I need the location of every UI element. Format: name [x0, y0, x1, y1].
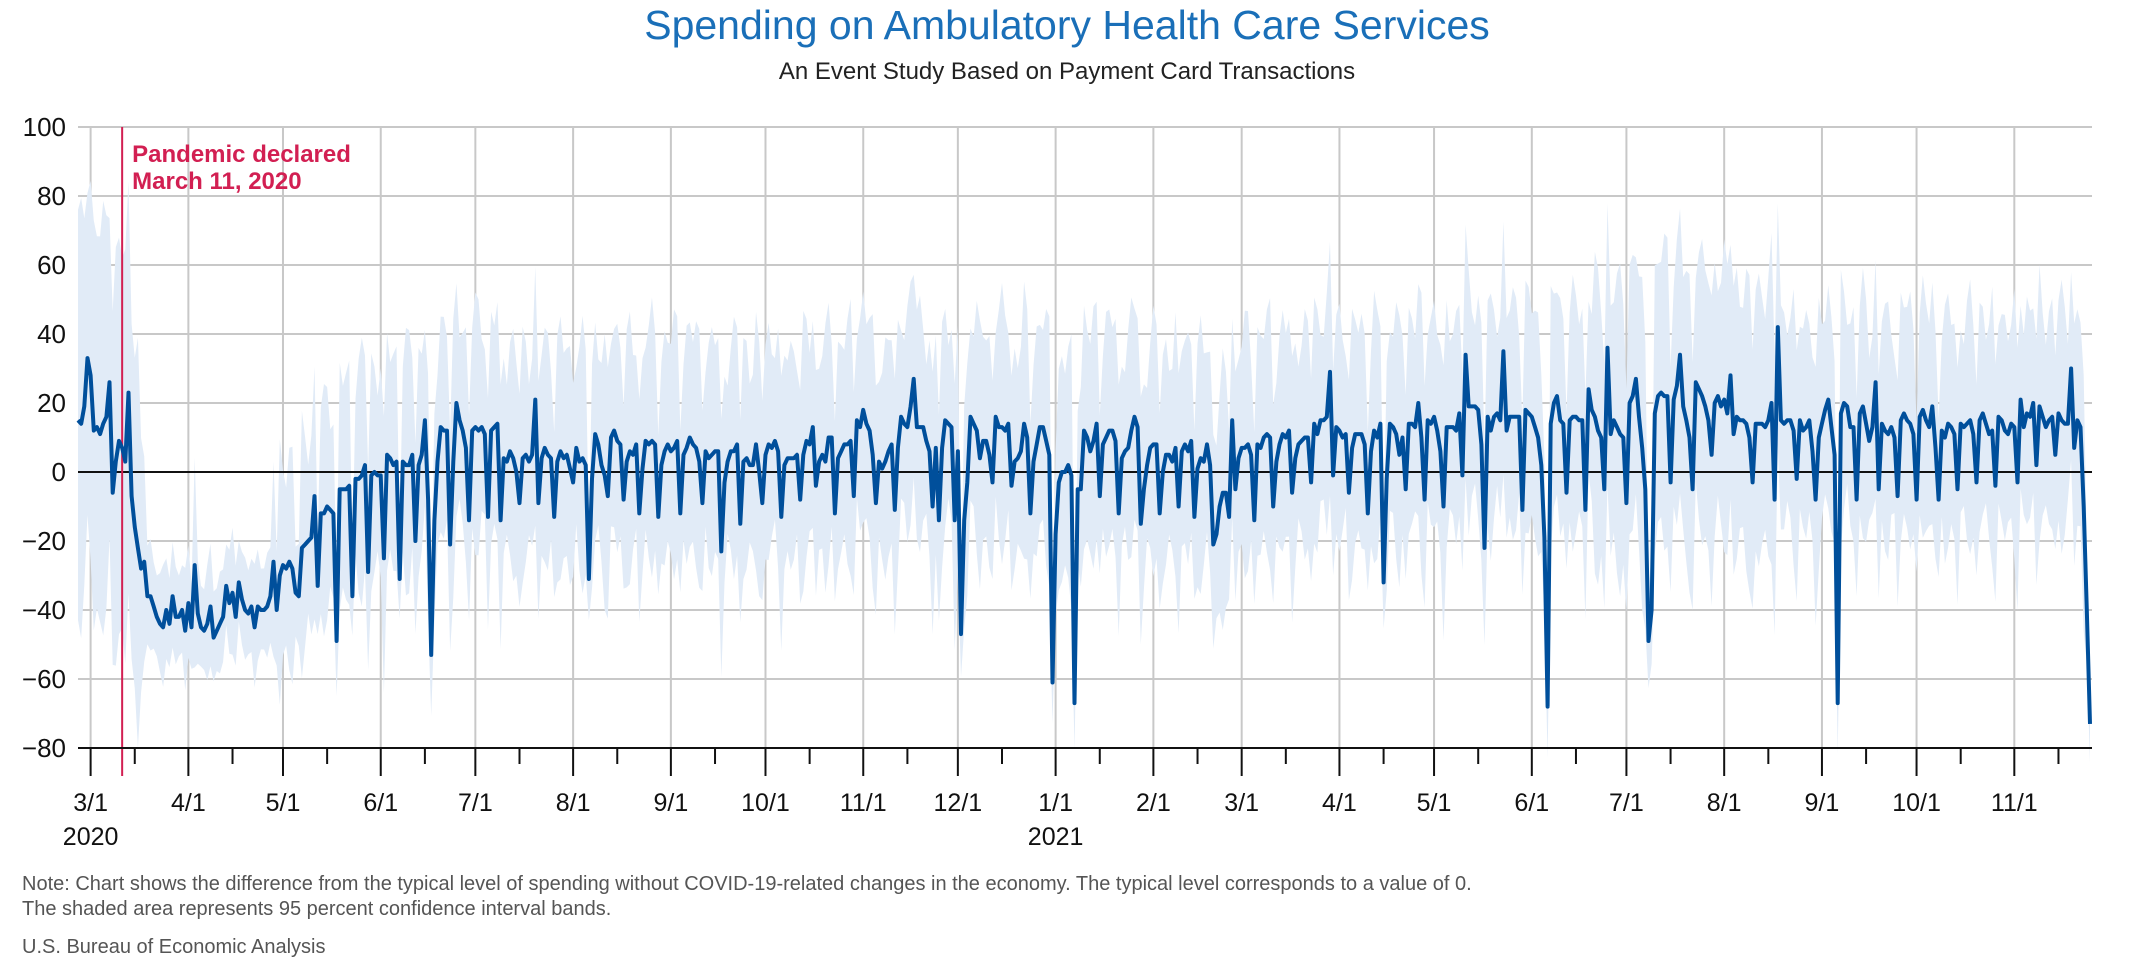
x-tick-label: 11/1 [840, 789, 887, 817]
y-tick-label: 60 [37, 250, 66, 280]
x-axis [78, 747, 2092, 764]
x-tick-label: 10/1 [1892, 789, 1941, 817]
x-tick-label: 11/1 [1991, 789, 2038, 817]
note-line2: The shaded area represents 95 percent co… [22, 898, 612, 920]
y-tick-label: 80 [37, 181, 66, 211]
series-line [76, 325, 2092, 724]
note-line1: Note: Chart shows the difference from th… [22, 873, 1472, 895]
y-tick-label: −60 [22, 664, 66, 694]
x-axis-ticks: 3/1 2020 4/1 5/1 6/1 7/1 8/1 9/1 10/1 11/1 12/1 1/1… [63, 748, 2038, 851]
x-tick-label: 7/1 [1609, 789, 1644, 817]
x-tick-label: 6/1 [363, 789, 398, 817]
x-tick-label: 4/1 [1322, 789, 1357, 817]
x-tick-year-label: 2020 [63, 823, 119, 851]
x-tick-label: 3/1 [1224, 789, 1259, 817]
source-label: U.S. Bureau of Economic Analysis [22, 936, 326, 958]
chart-plot: Pandemic declared March 11, 2020 100 80 60… [22, 112, 2092, 851]
x-tick-label: 9/1 [653, 789, 688, 817]
x-tick-label: 5/1 [266, 789, 301, 817]
x-tick-label: 12/1 [934, 789, 983, 817]
x-tick-label: 10/1 [741, 789, 790, 817]
y-tick-label: −40 [22, 595, 66, 625]
x-tick-year-label: 2021 [1028, 823, 1084, 851]
annotation-line2: March 11, 2020 [132, 168, 301, 195]
x-tick-label: 3/1 [73, 789, 108, 817]
x-tick-label: 6/1 [1514, 789, 1549, 817]
x-tick-label: 8/1 [1707, 789, 1742, 817]
y-tick-label: 0 [52, 457, 66, 487]
x-tick-label: 9/1 [1805, 789, 1840, 817]
x-tick-label: 7/1 [458, 789, 493, 817]
x-tick-label: 4/1 [171, 789, 206, 817]
x-tick-label: 2/1 [1136, 789, 1171, 817]
y-tick-label: 20 [37, 388, 66, 418]
x-tick-label: 1/1 [1038, 789, 1073, 817]
y-tick-label: 40 [37, 319, 66, 349]
y-tick-label: −20 [22, 526, 66, 556]
x-tick-label: 5/1 [1417, 789, 1452, 817]
y-tick-label: −80 [22, 733, 66, 763]
y-tick-label: 100 [23, 112, 66, 142]
chart-title: Spending on Ambulatory Health Care Servi… [644, 2, 1490, 48]
chart-subtitle: An Event Study Based on Payment Card Tra… [778, 58, 1356, 85]
x-tick-label: 8/1 [556, 789, 591, 817]
annotation-line1: Pandemic declared [132, 141, 351, 168]
y-axis-ticks: 100 80 60 40 20 0 −20 −40 −60 −80 [22, 112, 66, 763]
